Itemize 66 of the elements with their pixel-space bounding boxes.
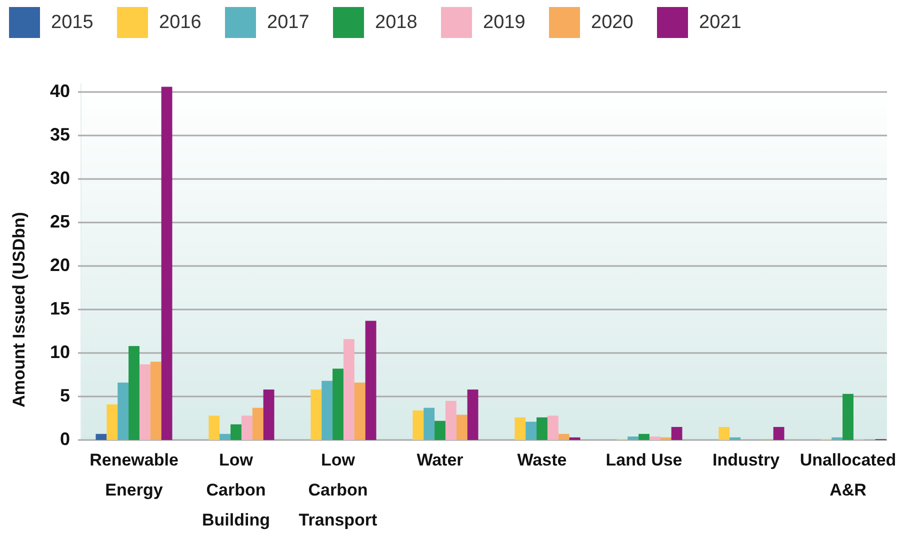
y-tick-label: 25 [50,211,70,232]
bar [230,424,242,440]
bar [220,434,231,440]
bar [536,417,548,440]
bar [514,417,526,440]
bar [343,339,354,440]
bar [456,414,468,440]
bar [208,416,220,440]
y-axis-title: Amount Issued (USDbn) [9,212,28,408]
y-tick-label: 5 [60,385,70,406]
y-tick-label: 35 [50,124,70,144]
bar [569,437,580,440]
x-tick-label: Land Use [606,450,682,470]
bar [649,436,660,440]
x-tick-label: Industry [712,450,780,470]
bar [445,400,456,440]
x-tick-label: Water [416,450,464,470]
legend-label: 2020 [591,12,634,34]
bar [467,390,478,440]
y-tick-label: 0 [60,428,70,449]
legend-label: 2016 [159,12,202,34]
bar [150,362,162,440]
bar [96,434,107,440]
x-tick-label: Low Carbon Building [202,450,270,530]
bar [365,320,376,440]
y-tick-label: 15 [50,298,70,318]
bar [547,416,558,440]
bar [412,410,424,440]
y-tick-label: 40 [50,80,70,101]
bar [310,390,322,440]
bar [139,364,150,440]
x-tick-label: Waste [517,450,567,470]
bar [118,382,129,440]
x-tick-label: Low Carbon Transport [298,450,378,530]
bar [660,437,672,440]
bar [671,426,682,440]
bar [332,368,344,440]
x-tick-label: Unallocated A&R [800,450,896,500]
legend-label: 2018 [375,12,418,34]
bar [730,437,741,440]
bar [526,422,537,440]
bar [241,416,252,440]
bar [832,437,843,440]
x-tick-label: Renewable Energy [90,450,178,500]
bar [638,434,650,440]
bar [558,434,570,440]
legend-label: 2019 [483,12,526,34]
y-tick-label: 30 [50,168,70,188]
bar [161,86,172,440]
legend-label: 2015 [51,12,94,34]
bar [434,420,446,440]
legend-label: 2017 [267,12,310,34]
bar [354,382,366,440]
bar [252,408,264,440]
bar [718,426,730,440]
y-tick-label: 20 [50,254,70,275]
bar [773,426,784,440]
y-tick-label: 10 [50,342,70,362]
bar [128,346,140,440]
legend-label: 2021 [699,12,742,34]
bar [322,380,333,440]
bar [263,390,274,440]
bar [424,408,435,440]
bar [842,394,854,440]
bar [106,404,118,440]
bar [628,436,639,440]
